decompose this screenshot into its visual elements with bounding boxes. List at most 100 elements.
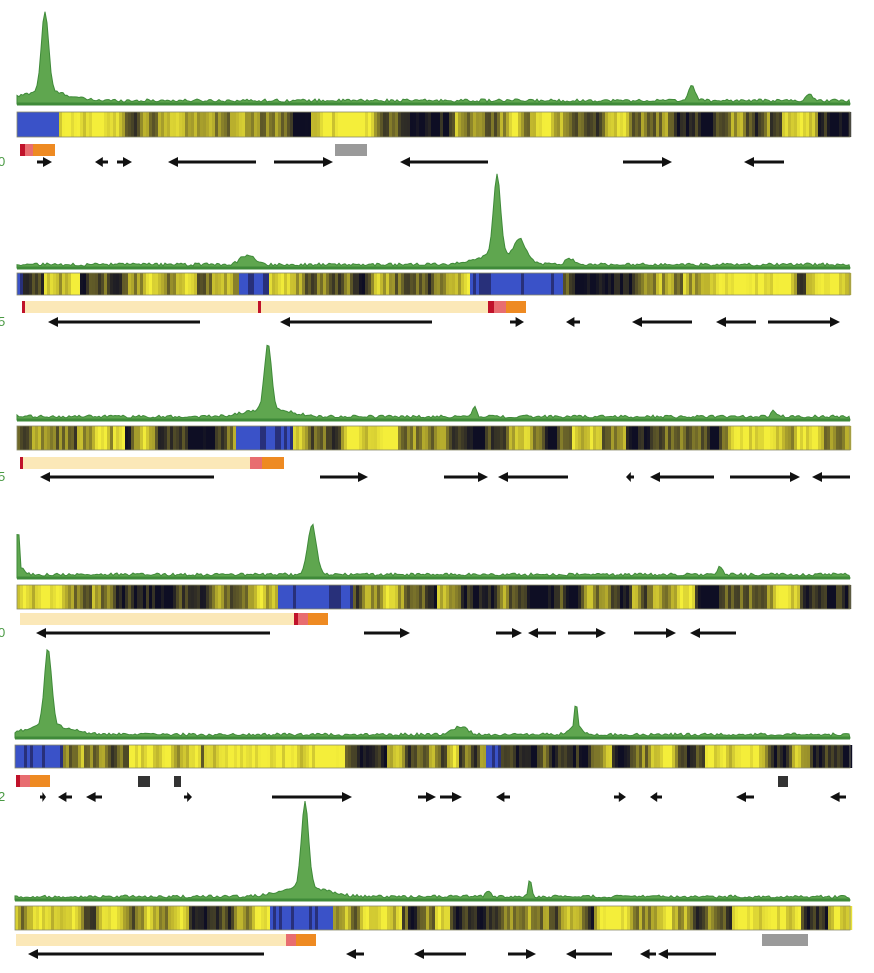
heatmap-cell — [162, 745, 166, 768]
heatmap-cell — [234, 906, 238, 930]
heatmap-cell — [150, 745, 154, 768]
heatmap-cell — [749, 426, 753, 450]
heatmap-cell — [524, 585, 528, 609]
heatmap-cell — [257, 426, 261, 450]
heatmap-cell — [686, 112, 690, 137]
heatmap-cell — [806, 112, 810, 137]
heatmap-cell — [623, 112, 627, 137]
heatmap-cell — [497, 273, 501, 295]
heatmap-cell — [788, 112, 792, 137]
heatmap-cell — [309, 906, 313, 930]
heatmap-cell — [447, 745, 451, 768]
heatmap-cell — [195, 906, 199, 930]
heatmap-cell — [278, 112, 282, 137]
heatmap-cell — [776, 585, 780, 609]
heatmap-cell — [744, 906, 748, 930]
heatmap-cell — [297, 906, 301, 930]
heatmap-cell — [101, 273, 105, 295]
right-arrow — [320, 472, 368, 482]
heatmap-cell — [750, 906, 754, 930]
heatmap-cell — [368, 426, 372, 450]
heatmap-cell — [533, 273, 537, 295]
heatmap-cell — [524, 426, 528, 450]
heatmap-cell — [99, 745, 103, 768]
heatmap-cell — [312, 745, 316, 768]
heatmap-cell — [498, 745, 502, 768]
heatmap-cell — [569, 273, 573, 295]
heatmap-cell — [482, 112, 486, 137]
heatmap-cell — [317, 585, 321, 609]
heatmap-cell — [191, 273, 195, 295]
heatmap-cell — [74, 112, 78, 137]
heatmap-cell — [849, 906, 853, 930]
heatmap-cell — [792, 745, 796, 768]
heatmap-cell — [611, 426, 615, 450]
heatmap-cell — [383, 273, 387, 295]
heatmap-cell — [690, 745, 694, 768]
heatmap-cell — [281, 426, 285, 450]
heatmap-cell — [542, 585, 546, 609]
heatmap-cell — [251, 112, 255, 137]
heatmap-cell — [650, 273, 654, 295]
heatmap-cell — [428, 112, 432, 137]
heatmap-cell — [776, 273, 780, 295]
arrow-head — [566, 317, 575, 327]
heatmap-cell — [362, 585, 366, 609]
heatmap-cell — [192, 906, 196, 930]
heatmap-strip — [16, 272, 852, 296]
heatmap-cell — [324, 906, 328, 930]
heatmap-cell — [743, 426, 747, 450]
heatmap-cell — [605, 273, 609, 295]
right-arrow — [768, 317, 840, 327]
heatmap-cell — [396, 745, 400, 768]
heatmap-cell — [314, 585, 318, 609]
heatmap-cell — [588, 906, 592, 930]
arrow-head — [830, 792, 840, 802]
heatmap-cell — [293, 112, 297, 137]
heatmap-cell — [717, 906, 721, 930]
heatmap-cell — [738, 906, 742, 930]
arrow-head — [736, 792, 746, 802]
track-3 — [16, 344, 852, 482]
annotation-block — [258, 301, 261, 313]
heatmap-cell — [95, 273, 99, 295]
heatmap-cell — [65, 585, 69, 609]
left-arrow — [414, 949, 466, 959]
heatmap-cell — [791, 585, 795, 609]
heatmap-cell — [732, 745, 736, 768]
heatmap-cell — [443, 585, 447, 609]
heatmap-cell — [230, 112, 234, 137]
heatmap-cell — [179, 273, 183, 295]
heatmap-cell — [209, 112, 213, 137]
heatmap-cell — [237, 906, 241, 930]
heatmap-cell — [671, 273, 675, 295]
heatmap-cell — [599, 112, 603, 137]
heatmap-cell — [591, 745, 595, 768]
heatmap-cell — [276, 745, 280, 768]
heatmap-cell — [554, 273, 558, 295]
heatmap-cell — [260, 112, 264, 137]
heatmap-cell — [429, 906, 433, 930]
heatmap-cell — [125, 426, 129, 450]
arrow-head — [526, 949, 536, 959]
arrow-head — [658, 949, 668, 959]
heatmap-cell — [731, 585, 735, 609]
heatmap-cell — [689, 112, 693, 137]
heatmap-cell — [774, 906, 778, 930]
heatmap-cell — [830, 426, 834, 450]
heatmap-cell — [684, 745, 688, 768]
heatmap-cell — [335, 426, 339, 450]
arrow-head — [40, 472, 50, 482]
heatmap-cell — [168, 745, 172, 768]
annotation-block — [174, 776, 181, 787]
heatmap-cell — [77, 273, 81, 295]
heatmap-cell — [575, 112, 579, 137]
heatmap-cell — [17, 426, 21, 450]
heatmap-cell — [504, 906, 508, 930]
heatmap-cell — [474, 745, 478, 768]
arrow-head — [812, 472, 822, 482]
heatmap-cell — [422, 585, 426, 609]
heatmap-cell — [302, 273, 306, 295]
heatmap-cell — [818, 273, 822, 295]
arrow-head — [626, 472, 631, 482]
